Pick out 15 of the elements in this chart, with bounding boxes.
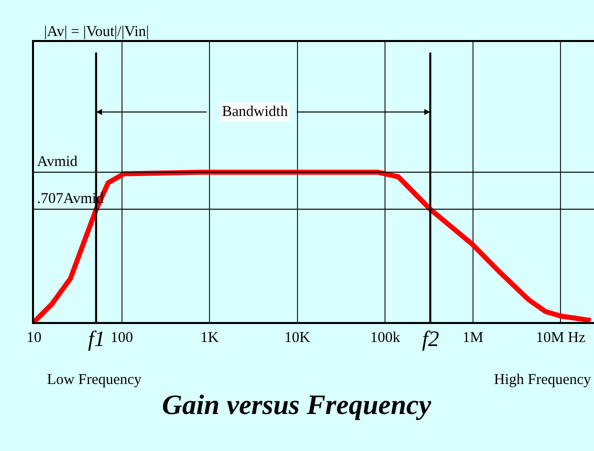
text: |Av| = |Vout|/|Vin| — [44, 24, 150, 40]
text: Gain versus Frequency — [162, 390, 432, 421]
x-tick-label: 1M — [462, 330, 484, 346]
ref-line-label: Avmid — [37, 154, 78, 170]
text: Low Frequency — [47, 372, 142, 388]
x-tick-label: 100 — [110, 330, 134, 346]
x-tick-label: 1K — [200, 330, 219, 346]
x-tick-label: 100k — [370, 330, 401, 346]
x-tick-label: 10 — [26, 330, 42, 346]
text: High Frequency — [494, 372, 592, 388]
x-tick-label: 10M Hz — [536, 330, 586, 346]
ref-line-label: f1 — [88, 326, 106, 351]
ref-line-label: f2 — [422, 326, 440, 351]
x-tick-label: 10K — [284, 330, 310, 346]
text: Bandwidth — [222, 104, 288, 120]
